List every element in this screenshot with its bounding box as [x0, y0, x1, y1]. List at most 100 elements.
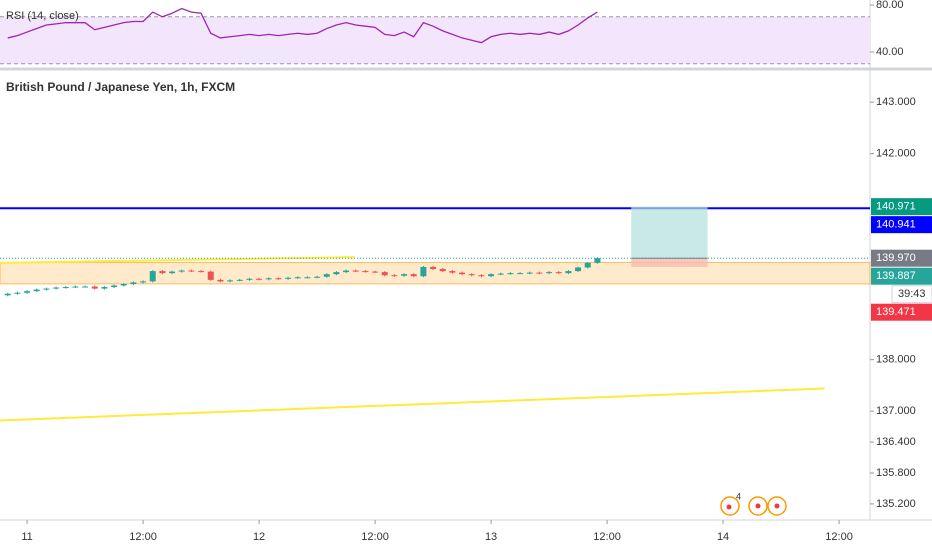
event-count: 4: [736, 491, 741, 501]
price-label: 140.941: [876, 219, 916, 231]
candle-body: [111, 285, 118, 288]
candle-body: [246, 278, 253, 280]
candle-body: [575, 267, 582, 272]
y-tick-label: 143.000: [876, 96, 916, 108]
rsi-line: [7, 7, 598, 44]
candle-body: [497, 273, 504, 275]
trendline: [0, 256, 355, 264]
price-label: 140.971: [876, 201, 916, 213]
trendline: [0, 387, 825, 422]
candle-body: [401, 274, 408, 276]
y-tick-label: 136.400: [876, 436, 916, 448]
y-tick-label: 137.000: [876, 405, 916, 417]
y-tick-label: 80.00: [876, 0, 904, 11]
candle-body: [343, 270, 350, 273]
candle-body: [285, 277, 292, 279]
candle-body: [198, 271, 205, 273]
candle-body: [381, 272, 388, 276]
candle-body: [82, 286, 89, 288]
events: 4: [720, 491, 787, 516]
candle-body: [256, 278, 263, 280]
candle-body: [304, 277, 311, 279]
price-label-bg: [871, 249, 932, 267]
candle-body: [459, 272, 466, 275]
candle-body: [439, 269, 446, 272]
candle-body: [391, 275, 398, 277]
position-stop: [631, 258, 708, 267]
candle-body: [120, 283, 127, 286]
zone: [0, 261, 871, 285]
candle-body: [140, 281, 147, 283]
candle-body: [536, 272, 543, 274]
y-tick-label: 142.000: [876, 148, 916, 160]
candle-body: [91, 286, 98, 289]
price-label: 139.887: [876, 270, 916, 282]
candle-body: [555, 272, 562, 274]
candle-body: [468, 274, 475, 276]
x-tick-label: 11: [21, 531, 32, 543]
candle-body: [275, 278, 282, 280]
candle-body: [294, 277, 301, 279]
position-target: [631, 206, 708, 259]
candle-body: [517, 273, 524, 275]
candle-body: [101, 287, 108, 289]
chart-title: British Pound / Japanese Yen, 1h, FXCM: [6, 80, 235, 94]
candle-body: [410, 274, 417, 277]
candle-body: [265, 278, 272, 280]
candle-body: [584, 262, 591, 268]
candle-body: [323, 274, 330, 277]
event-dot: [726, 504, 732, 510]
candle-body: [33, 289, 40, 292]
candle-body: [72, 286, 79, 288]
countdown: 39:43: [898, 288, 926, 300]
candle-body: [594, 258, 601, 263]
x-tick-label: 14: [717, 531, 729, 543]
candle-body: [236, 279, 243, 281]
x-tick-label: 12:00: [129, 531, 157, 543]
candle-body: [362, 271, 369, 273]
candle-body: [430, 266, 437, 270]
candle-body: [488, 274, 495, 277]
candle-body: [565, 271, 572, 274]
candle-body: [169, 271, 176, 274]
candle-body: [478, 275, 485, 277]
candle-body: [43, 288, 50, 290]
candle-body: [62, 287, 69, 289]
rsi-band: [0, 16, 870, 64]
candle-body: [207, 271, 214, 280]
countdown-bg: [891, 285, 932, 304]
event-dot: [774, 503, 780, 509]
candle-body: [526, 272, 533, 274]
candle-body: [24, 291, 31, 293]
price-label-bg: [871, 198, 932, 216]
candle-body: [130, 282, 137, 284]
candle-body: [4, 293, 11, 296]
x-tick-label: 12:00: [825, 531, 853, 543]
candle-body: [149, 271, 156, 282]
price-label: 139.970: [876, 252, 916, 264]
price-label-bg: [871, 267, 932, 285]
price-label-bg: [871, 216, 932, 234]
price-label: 139.471: [876, 306, 916, 318]
candle-body: [217, 279, 224, 282]
candle-body: [53, 287, 60, 289]
candle-body: [14, 292, 21, 294]
candle-body: [507, 273, 514, 275]
price-label-bg: [871, 303, 932, 321]
candle-body: [352, 270, 359, 272]
x-tick-label: 13: [485, 531, 497, 543]
candle-body: [449, 271, 456, 273]
y-tick-label: 135.800: [876, 467, 916, 479]
x-tick-label: 12:00: [593, 531, 621, 543]
candle-body: [188, 270, 195, 272]
candle-body: [159, 271, 166, 274]
candle-body: [546, 272, 553, 274]
candle-body: [333, 272, 340, 275]
x-tick-label: 12: [253, 531, 265, 543]
candle-body: [372, 271, 379, 273]
candle-body: [227, 280, 234, 282]
candle-body: [314, 276, 321, 278]
y-tick-label: 40.00: [876, 46, 904, 58]
